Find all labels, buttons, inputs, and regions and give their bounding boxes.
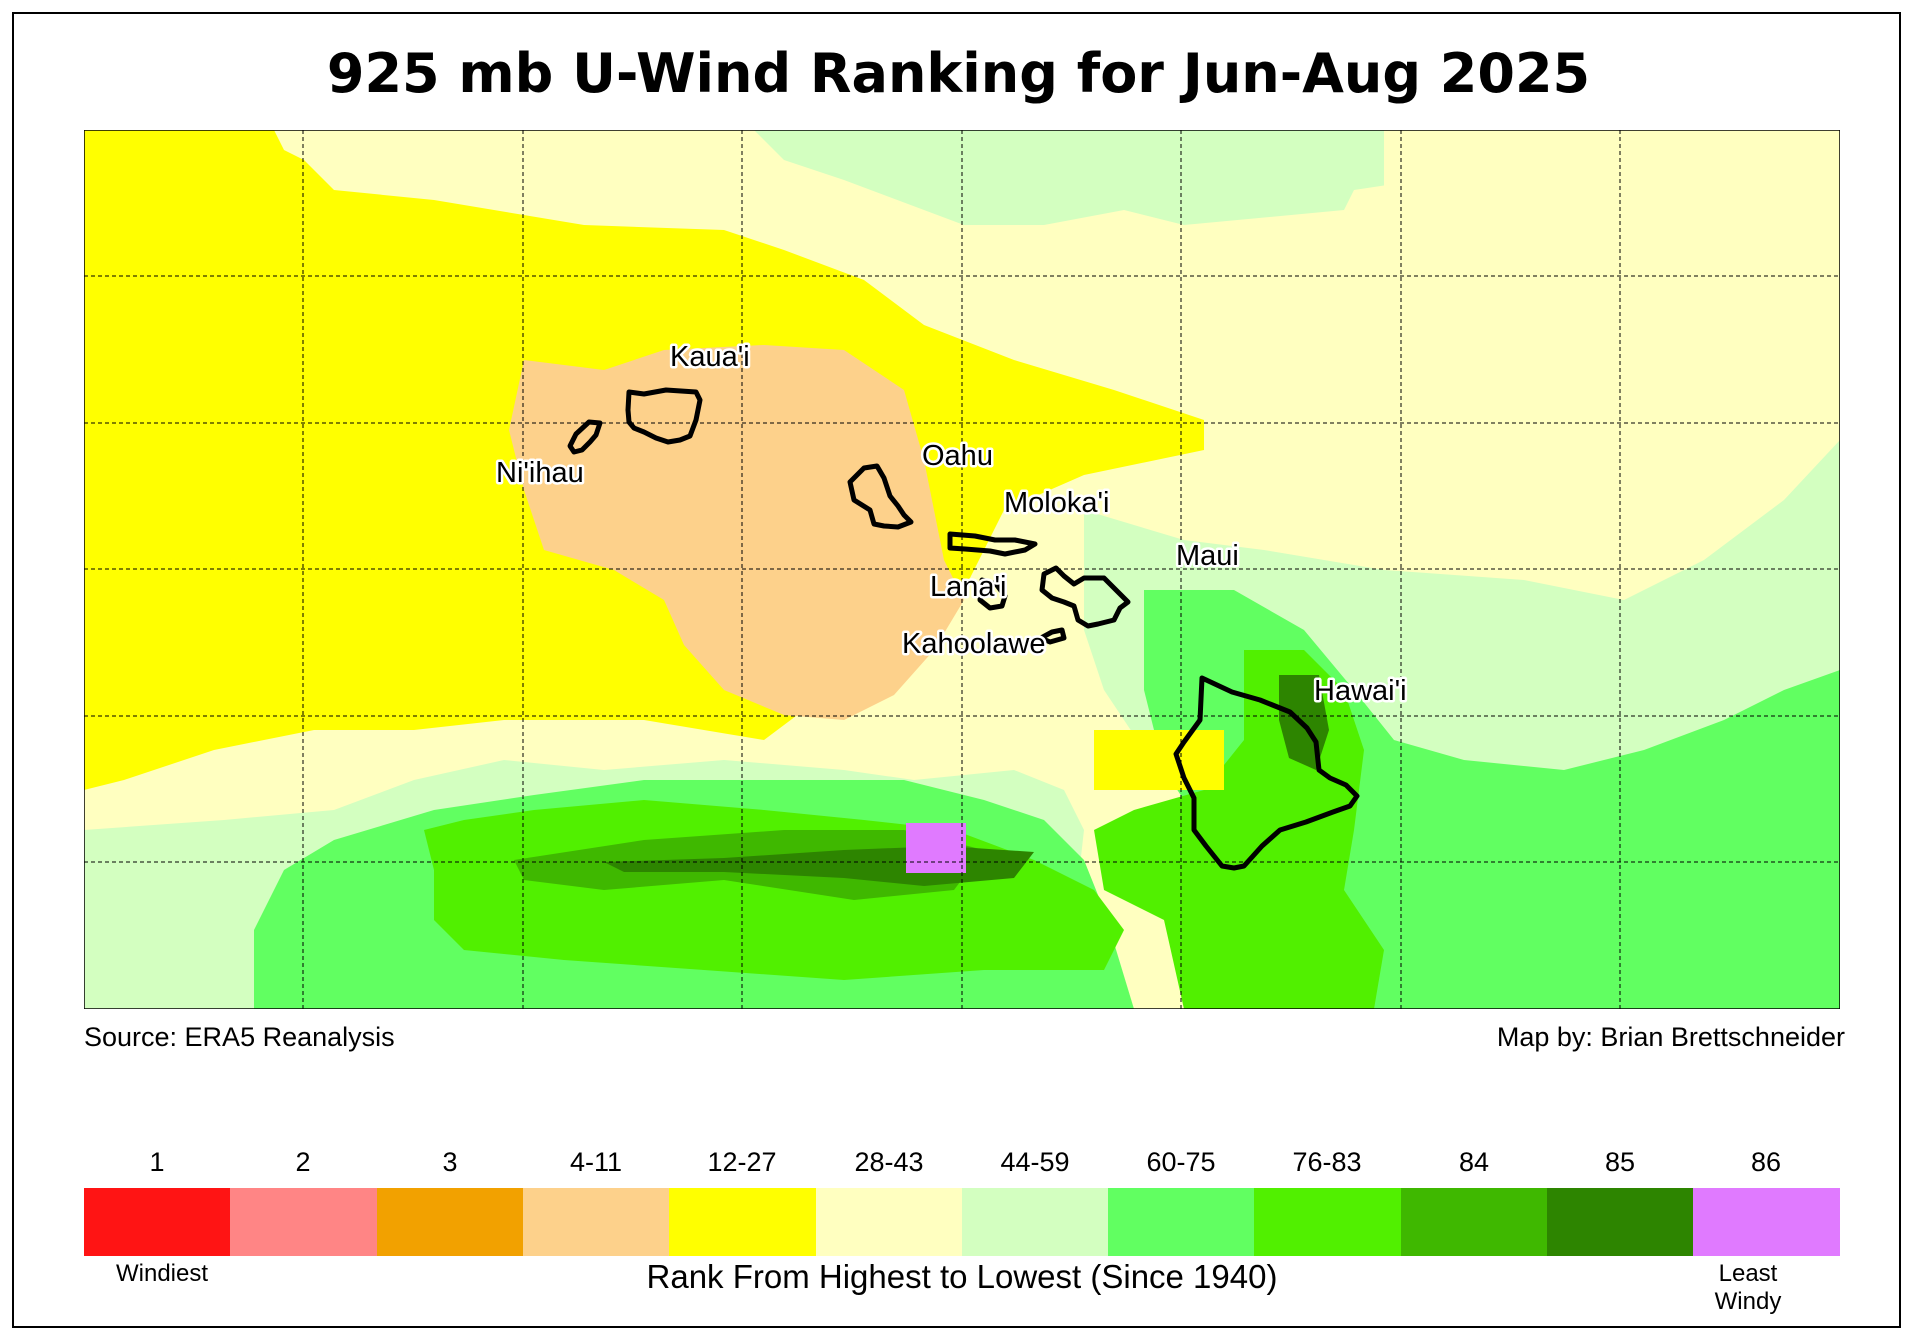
credit-note: Map by: Brian Brettschneider <box>1496 1022 1845 1052</box>
map-title: 925 mb U-Wind Ranking for Jun-Aug 2025 <box>326 42 1591 105</box>
legend-label-10: 84 <box>1458 1147 1490 1177</box>
hawaii-outline <box>1173 675 1360 871</box>
legend-label-5: 12-27 <box>707 1147 777 1177</box>
kahoolawe-outline <box>1038 627 1067 645</box>
legend-swatch-12 <box>1693 1188 1840 1256</box>
legend-swatch-9 <box>1254 1188 1401 1256</box>
legend-label-12: 86 <box>1750 1147 1782 1177</box>
legend-windiest-label: Windiest <box>116 1260 209 1287</box>
ranking-map: Kaua'i Ni'ihau Oahu Moloka'i Maui Lana'i… <box>84 130 1840 1009</box>
legend-label-2: 2 <box>295 1147 311 1177</box>
legend-label-11: 85 <box>1604 1147 1636 1177</box>
legend-label-6: 28-43 <box>854 1147 924 1177</box>
island-label-kauai: Kaua'i <box>670 341 750 373</box>
legend-swatch-7 <box>962 1188 1109 1256</box>
island-outlines <box>567 387 1360 871</box>
legend-swatch-1 <box>84 1188 231 1256</box>
island-label-molokai: Moloka'i <box>1004 487 1109 519</box>
legend-label-3: 3 <box>442 1147 458 1177</box>
rank-field <box>84 130 1840 1009</box>
legend-swatch-2 <box>230 1188 377 1256</box>
legend-label-4: 4-11 <box>569 1147 623 1177</box>
legend-caption: Rank From Highest to Lowest (Since 1940) <box>646 1258 1278 1295</box>
island-label-oahu: Oahu <box>922 440 993 472</box>
legend-swatch-8 <box>1108 1188 1255 1256</box>
island-label-maui: Maui <box>1176 540 1239 572</box>
legend-swatch-10 <box>1401 1188 1548 1256</box>
legend-swatch-6 <box>816 1188 963 1256</box>
legend-swatch-3 <box>377 1188 524 1256</box>
legend-least-windy-label: Least Windy <box>1698 1260 1798 1316</box>
island-label-hawaii: Hawai'i <box>1314 675 1407 707</box>
legend-swatch-5 <box>669 1188 816 1256</box>
maui-outline <box>1039 565 1131 629</box>
legend-label-8: 60-75 <box>1146 1147 1216 1177</box>
legend-swatch-4 <box>523 1188 670 1256</box>
island-label-kahoolawe: Kahoolawe <box>902 628 1046 660</box>
legend-least-line: Least <box>1718 1260 1778 1287</box>
niihau-outline <box>567 419 603 455</box>
legend-label-9: 76-83 <box>1292 1147 1362 1177</box>
lanai-outline <box>977 577 1008 611</box>
lat-lon-grid <box>84 130 1840 1009</box>
island-labels: Kaua'i Ni'ihau Oahu Moloka'i Maui Lana'i… <box>494 339 1410 710</box>
kauai-outline <box>625 387 703 445</box>
island-label-lanai: Lana'i <box>930 571 1007 603</box>
legend-label-1: 1 <box>149 1147 165 1177</box>
oahu-outline <box>847 463 914 530</box>
source-note: Source: ERA5 Reanalysis <box>84 1022 395 1052</box>
legend-swatch-11 <box>1547 1188 1694 1256</box>
island-label-niihau: Ni'ihau <box>496 457 584 489</box>
legend-label-7: 44-59 <box>1000 1147 1070 1177</box>
molokai-outline <box>947 531 1038 557</box>
legend-windy-line: Windy <box>1714 1288 1782 1315</box>
figure-frame <box>12 12 1901 1328</box>
